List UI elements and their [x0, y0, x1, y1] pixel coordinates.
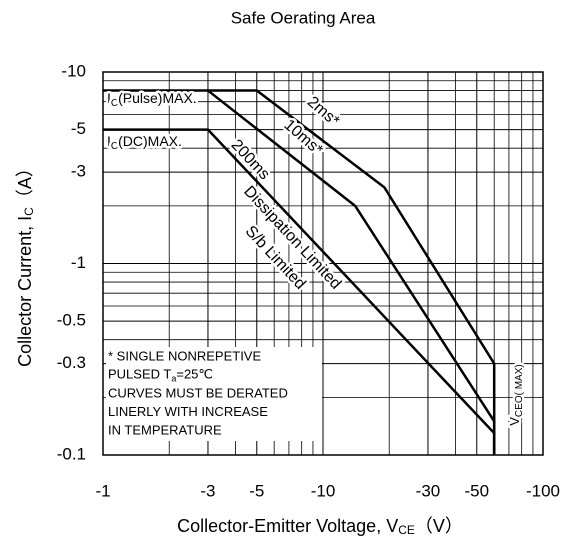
- y-tick-label: -0.3: [57, 353, 86, 372]
- y-axis-label-after: （A）: [15, 159, 35, 207]
- dc-max-label-after: (DC)MAX.: [118, 133, 182, 149]
- note-line-text: PULSED T: [108, 367, 171, 382]
- pulse-max-label-text: I: [107, 90, 111, 106]
- x-tick-label: -1: [95, 481, 110, 500]
- note-line: IN TEMPERATURE: [108, 422, 222, 437]
- y-tick-label: -5: [71, 119, 86, 138]
- x-tick-label: -50: [464, 481, 489, 500]
- y-axis-label: Collector Current, IC（A）: [15, 159, 36, 367]
- note-line: PULSED Ta=25℃: [108, 367, 213, 384]
- x-tick-label: -3: [200, 481, 215, 500]
- note-line-sub: a: [171, 374, 176, 384]
- note-line-after: =25℃: [176, 367, 213, 382]
- y-tick-label: -3: [71, 162, 86, 181]
- note-line: LINERLY WITH INCREASE: [108, 404, 268, 419]
- dc-max-label: IC(DC)MAX.: [107, 133, 182, 152]
- x-tick-label: -5: [249, 481, 264, 500]
- y-tick-label: -1: [71, 253, 86, 272]
- vceo-label: VCEO( MAX): [507, 364, 524, 425]
- y-tick-label: -0.1: [57, 444, 86, 463]
- plot-frame: [102, 71, 544, 456]
- x-axis-label-sub: CE: [398, 523, 415, 537]
- x-axis-label-after: （V）: [415, 516, 463, 536]
- y-tick-label: -0.5: [57, 311, 86, 330]
- dc-max-label-text: I: [107, 133, 111, 149]
- series-line: [103, 128, 496, 455]
- x-tick-label: -100: [526, 481, 560, 500]
- vceo-text: V: [507, 417, 522, 426]
- pulse-max-label: IC(Pulse)MAX.: [107, 90, 197, 109]
- note-line: CURVES MUST BE DERATED: [108, 385, 288, 400]
- x-axis-label-text: Collector-Emitter Voltage, V: [177, 516, 398, 536]
- y-axis-label-sub: C: [22, 207, 36, 216]
- x-tick-label: -10: [311, 481, 336, 500]
- note-line: * SINGLE NONREPETIVE: [108, 348, 261, 363]
- x-tick-label: -30: [416, 481, 441, 500]
- series-line: [103, 89, 496, 455]
- pulse-max-label-sub: C: [111, 98, 118, 109]
- y-tick-label: -10: [61, 61, 86, 80]
- dc-max-label-sub: C: [111, 141, 118, 152]
- pulse-max-label-after: (Pulse)MAX.: [118, 90, 197, 106]
- x-axis-label: Collector-Emitter Voltage, VCE（V）: [177, 516, 463, 537]
- note-box: [106, 347, 322, 441]
- y-axis-label-text: Collector Current, I: [15, 216, 35, 367]
- chart-title: Safe Oerating Area: [231, 8, 376, 27]
- vceo-sub: CEO( MAX): [514, 364, 525, 417]
